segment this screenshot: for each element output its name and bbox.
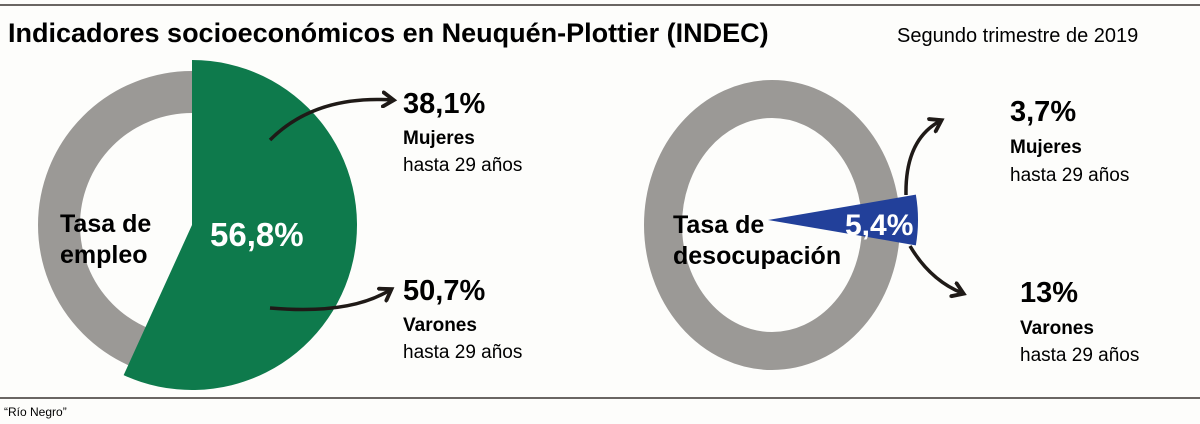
men-employment-group: Varones bbox=[403, 315, 477, 336]
men-unemployment-detail: hasta 29 años bbox=[1020, 345, 1139, 366]
chart-subtitle: Segundo trimestre de 2019 bbox=[897, 25, 1138, 47]
men-unemployment-value: 13% bbox=[1020, 277, 1078, 309]
women-employment-value: 38,1% bbox=[403, 88, 485, 120]
men-unemployment-group: Varones bbox=[1020, 318, 1094, 339]
unemployment-chart: Tasa de desocupación 5,4% 3,7% Mujeres h… bbox=[644, 80, 1139, 370]
employment-wedge bbox=[123, 60, 358, 391]
unemployment-wedge bbox=[768, 194, 918, 246]
arrow-women-employment bbox=[268, 100, 392, 142]
employment-value-label: 56,8% bbox=[210, 216, 304, 253]
arrow-men-unemployment bbox=[908, 245, 962, 293]
employment-title-line1: Tasa de bbox=[60, 210, 151, 238]
women-unemployment-value: 3,7% bbox=[1010, 96, 1076, 128]
men-employment-value: 50,7% bbox=[403, 275, 485, 307]
unemployment-title-line2: desocupación bbox=[673, 242, 841, 270]
employment-title-line2: empleo bbox=[60, 241, 148, 269]
arrow-men-employment bbox=[269, 290, 390, 312]
unemployment-title-line1: Tasa de bbox=[673, 211, 764, 239]
unemployment-value-label: 5,4% bbox=[845, 209, 913, 242]
arrow-women-unemployment bbox=[904, 121, 940, 196]
women-employment-group: Mujeres bbox=[403, 128, 475, 149]
women-employment-detail: hasta 29 años bbox=[403, 155, 522, 176]
women-unemployment-group: Mujeres bbox=[1010, 137, 1082, 158]
source-credit: “Río Negro” bbox=[4, 405, 67, 419]
men-employment-detail: hasta 29 años bbox=[403, 342, 522, 363]
women-unemployment-detail: hasta 29 años bbox=[1010, 165, 1129, 186]
employment-chart: Tasa de empleo 56,8% 38,1% Mujeres hasta… bbox=[38, 60, 522, 391]
chart-title: Indicadores socioeconómicos en Neuquén-P… bbox=[8, 18, 769, 48]
